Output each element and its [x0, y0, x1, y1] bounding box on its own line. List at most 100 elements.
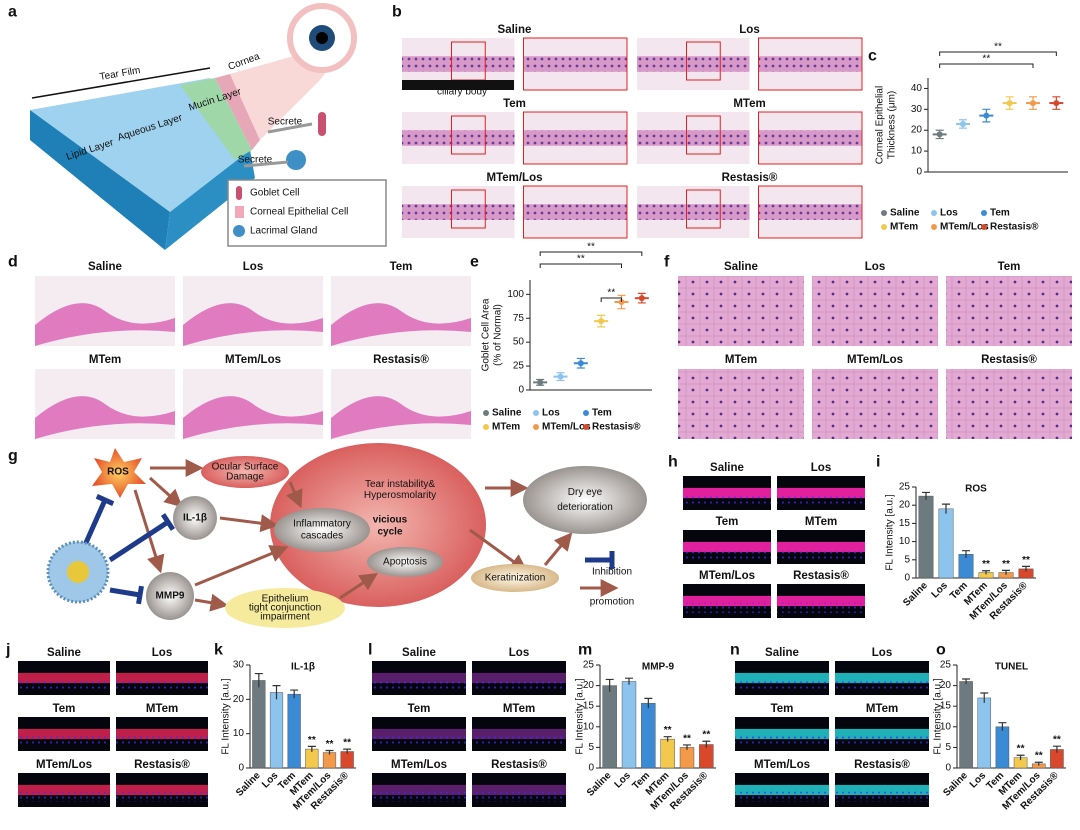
- x-tick-label: Saline: [941, 770, 970, 799]
- bracket: [939, 63, 1034, 68]
- significance: **: [343, 738, 351, 749]
- label: Hyperosmolarity: [364, 490, 436, 501]
- zoom-box: [451, 115, 486, 155]
- image: [683, 494, 771, 505]
- y-tick-label: 0: [904, 573, 910, 584]
- zoom-box: [758, 111, 863, 165]
- legend-marker: [583, 424, 589, 430]
- significance: **: [702, 730, 710, 741]
- image: [683, 602, 771, 613]
- group-title: MTem/Los: [225, 354, 281, 366]
- y-tick-label: 25: [899, 482, 911, 493]
- legend-label: Los: [542, 408, 560, 419]
- image: [116, 672, 208, 684]
- significance: **: [326, 739, 334, 750]
- zoom-box: [451, 189, 486, 229]
- y-tick-label: 30: [911, 104, 923, 115]
- y-tick-label: 30: [233, 660, 245, 671]
- image: [472, 784, 566, 796]
- arrow: [469, 528, 528, 573]
- micrograph: [946, 276, 1072, 346]
- micrograph: [116, 661, 208, 695]
- image: [116, 791, 208, 802]
- node: [225, 588, 345, 628]
- group-title: Restasis®: [373, 354, 429, 366]
- panel-label: g: [8, 448, 18, 465]
- image: [18, 679, 110, 690]
- image: [637, 56, 750, 72]
- image: [372, 728, 466, 740]
- error-bar: [307, 745, 316, 752]
- image: [777, 494, 865, 505]
- label: Inflammatory: [293, 519, 351, 530]
- error-bar: [959, 119, 967, 129]
- image: [18, 791, 110, 802]
- error-bar: [702, 740, 711, 748]
- legend-marker: [533, 410, 539, 416]
- bracket: [600, 297, 622, 302]
- label: cycle: [377, 527, 402, 538]
- micrograph: [735, 717, 829, 751]
- y-tick-label: 5: [945, 742, 951, 753]
- significance: **: [587, 242, 595, 253]
- image: [678, 369, 804, 439]
- legend-label: Restasis®: [592, 422, 641, 433]
- micrograph: [35, 276, 175, 346]
- arrow: [148, 476, 183, 508]
- group-title: Tem: [998, 261, 1021, 273]
- micrograph: [835, 717, 929, 751]
- y-tick-label: 0: [916, 167, 922, 178]
- legend-label: Saline: [492, 408, 522, 419]
- image: [683, 541, 771, 553]
- significance: **: [994, 42, 1002, 53]
- legend-label: promotion: [590, 597, 634, 608]
- group-title: MTem/Los: [36, 759, 92, 771]
- significance: **: [1022, 555, 1030, 566]
- group-title: Saline: [765, 647, 799, 659]
- micrograph: [678, 369, 804, 439]
- micrograph: [331, 276, 471, 346]
- label: vicious: [373, 515, 408, 526]
- zoom-box: [523, 111, 628, 165]
- micrograph: [18, 717, 110, 751]
- legend-label: MTem: [492, 422, 520, 433]
- image: [946, 369, 1072, 439]
- legend-label: MTem/Los: [940, 222, 989, 233]
- micrograph: [758, 38, 862, 90]
- label: Secrete: [238, 155, 273, 166]
- group-title: Tem: [390, 261, 413, 273]
- error-bar: [982, 570, 990, 575]
- x-tick-label: Los: [260, 770, 281, 791]
- micrograph: [372, 661, 466, 695]
- image: [523, 130, 627, 146]
- image: [372, 735, 466, 746]
- legend-marker: [533, 424, 539, 430]
- nanoparticle-core: [67, 561, 89, 583]
- y-axis-label: Goblet Cell Area: [481, 298, 492, 371]
- micrograph: [637, 112, 750, 164]
- image: [777, 548, 865, 559]
- label: ciliary body: [437, 87, 487, 98]
- y-tick-label: 20: [940, 680, 952, 691]
- panel-label: f: [664, 254, 670, 271]
- micrograph: [946, 369, 1072, 439]
- micrograph: [777, 476, 865, 510]
- significance: **: [577, 254, 585, 265]
- micrograph: [472, 717, 566, 751]
- image: [35, 396, 175, 439]
- legend-label: Los: [940, 208, 958, 219]
- arrow: [133, 489, 165, 574]
- error-bar: [597, 314, 606, 328]
- legend-label: Inhibition: [592, 567, 632, 578]
- group-title: MTem: [146, 703, 178, 715]
- micrograph: [683, 530, 771, 564]
- chart-title: ROS: [965, 484, 987, 495]
- group-title: Tem: [716, 516, 739, 528]
- group-title: Restasis®: [793, 570, 849, 582]
- zoom-box: [523, 37, 628, 91]
- image: [777, 487, 865, 499]
- tear-film-schematic: [30, 3, 387, 250]
- group-title: Los: [509, 647, 529, 659]
- inhibition: [108, 519, 170, 563]
- micrograph: [183, 276, 323, 346]
